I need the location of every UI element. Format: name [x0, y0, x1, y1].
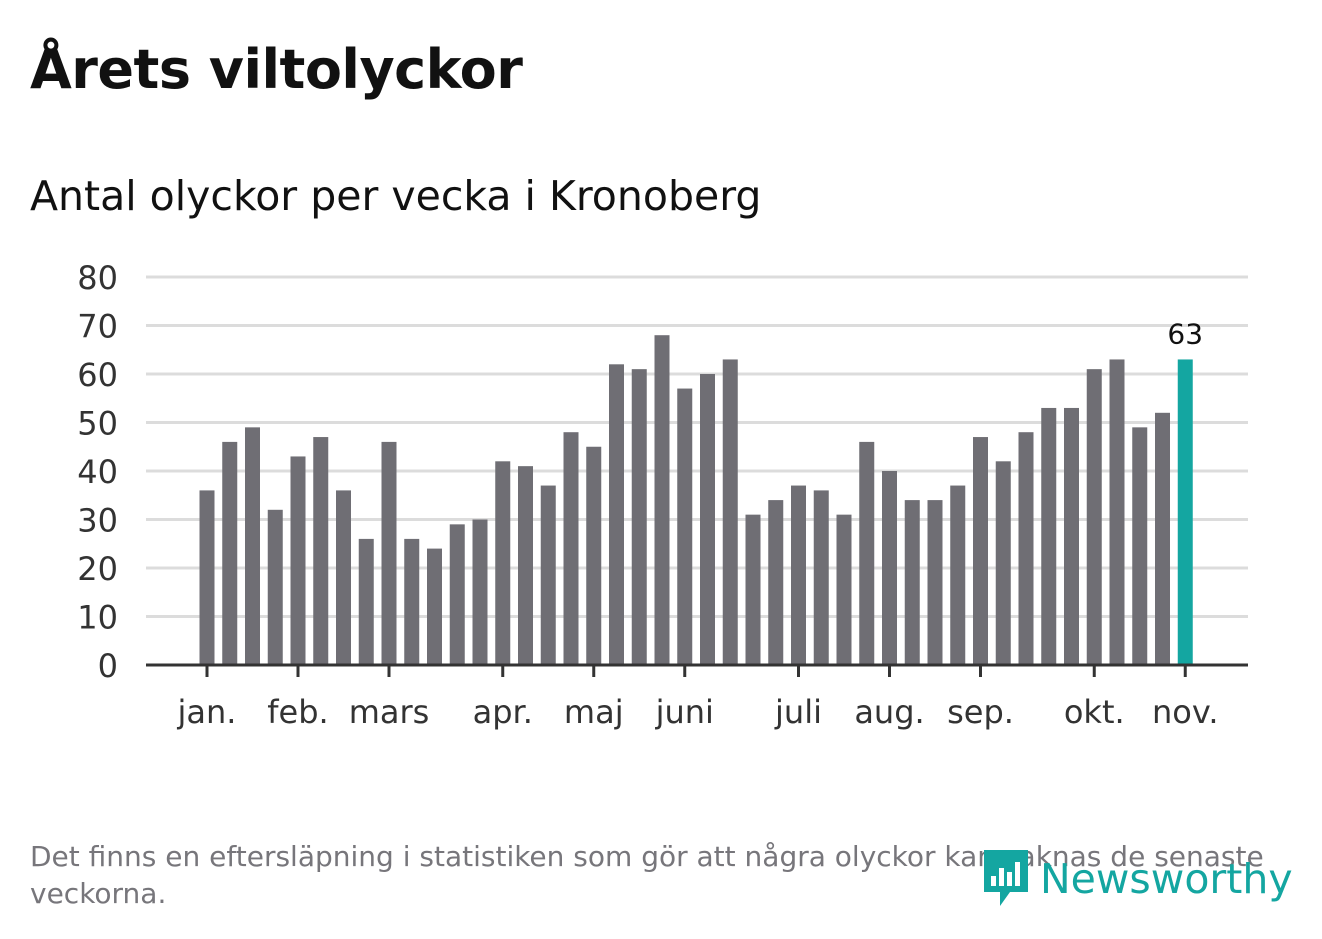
chart-subtitle: Antal olyckor per vecka i Kronoberg [30, 172, 762, 220]
data-labels: 63 [1167, 317, 1203, 350]
bar-chart: 0 10 20 30 40 50 60 70 80 jan. feb. mars apr. maj jun… [77, 259, 1248, 731]
x-tick-label: jan. [177, 693, 237, 731]
bar [791, 485, 806, 665]
y-tick-label: 50 [77, 405, 118, 443]
bar [472, 519, 488, 665]
x-tick-label: aug. [854, 693, 924, 731]
bar [1064, 407, 1079, 665]
bar [313, 437, 329, 665]
bar [540, 485, 556, 665]
y-tick-label: 80 [77, 259, 118, 297]
x-tick-label: juni [655, 693, 714, 731]
bar-highlight [1177, 359, 1193, 665]
bar [336, 490, 351, 665]
bar [700, 374, 715, 665]
y-tick-label: 10 [77, 599, 118, 637]
bar [1155, 412, 1170, 665]
bar [290, 456, 306, 665]
newsworthy-logo-icon [984, 850, 1028, 906]
y-tick-label: 20 [77, 550, 118, 588]
bar [813, 490, 829, 665]
bar [427, 548, 442, 665]
bar [836, 514, 852, 665]
y-axis-ticks: 0 10 20 30 40 50 60 70 80 [77, 259, 118, 685]
bar [586, 446, 602, 665]
bar [1018, 432, 1034, 665]
bar [358, 538, 374, 665]
bar [973, 437, 988, 665]
bars [199, 335, 1193, 665]
y-tick-label: 30 [77, 502, 118, 540]
x-tick-label: mars [349, 693, 430, 731]
y-tick-label: 70 [77, 308, 118, 346]
bar [995, 461, 1011, 665]
bar [745, 514, 761, 665]
y-tick-label: 60 [77, 356, 118, 394]
bar [518, 466, 533, 665]
bar [381, 441, 397, 665]
x-tick-label: juli [774, 693, 822, 731]
x-tick-label: sep. [947, 693, 1014, 731]
y-tick-label: 0 [98, 647, 118, 685]
bar [404, 538, 420, 665]
chart-title: Årets viltolyckor [30, 38, 523, 101]
bar [222, 441, 238, 665]
bar [631, 369, 647, 665]
bar [882, 471, 897, 665]
bar [267, 509, 283, 665]
x-tick-label: nov. [1152, 693, 1218, 731]
bar [495, 461, 511, 665]
footnote: Det finns en eftersläpning i statistiken… [30, 840, 1264, 910]
x-axis-ticks: jan. feb. mars apr. maj juni juli aug. sep. okt. n… [177, 665, 1218, 731]
bar [563, 432, 579, 665]
bar [677, 388, 693, 665]
newsworthy-logo: Newsworthy [980, 846, 1300, 912]
bar [245, 427, 260, 665]
bar [1041, 407, 1057, 665]
bar [859, 441, 875, 665]
bar [609, 364, 624, 665]
bar [199, 490, 215, 665]
bar [768, 500, 784, 665]
data-label-highlight: 63 [1167, 317, 1203, 350]
newsworthy-logo-text: Newsworthy [1040, 855, 1293, 903]
x-tick-label: feb. [267, 693, 328, 731]
bar [1109, 359, 1125, 665]
bar [722, 359, 738, 665]
x-tick-label: apr. [473, 693, 533, 731]
x-tick-label: okt. [1064, 693, 1125, 731]
bar [904, 500, 920, 665]
x-tick-label: maj [564, 693, 624, 731]
bar [927, 500, 943, 665]
bar [1132, 427, 1148, 665]
y-tick-label: 40 [77, 453, 118, 491]
bar [654, 335, 670, 665]
bar [950, 485, 966, 665]
bar [1086, 369, 1102, 665]
bar [449, 524, 465, 665]
gridlines [146, 275, 1248, 618]
